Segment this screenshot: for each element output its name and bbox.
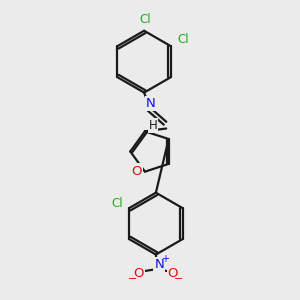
Text: O: O — [168, 268, 178, 281]
Text: O: O — [134, 268, 144, 281]
Text: Cl: Cl — [111, 197, 123, 210]
Text: O: O — [131, 164, 142, 178]
Text: Cl: Cl — [140, 13, 152, 26]
Text: N: N — [146, 97, 155, 110]
Text: N: N — [154, 258, 164, 271]
Text: −: − — [174, 274, 184, 284]
Text: H: H — [148, 119, 157, 132]
Text: −: − — [128, 274, 138, 284]
Text: +: + — [161, 254, 169, 264]
Text: Cl: Cl — [177, 33, 189, 46]
